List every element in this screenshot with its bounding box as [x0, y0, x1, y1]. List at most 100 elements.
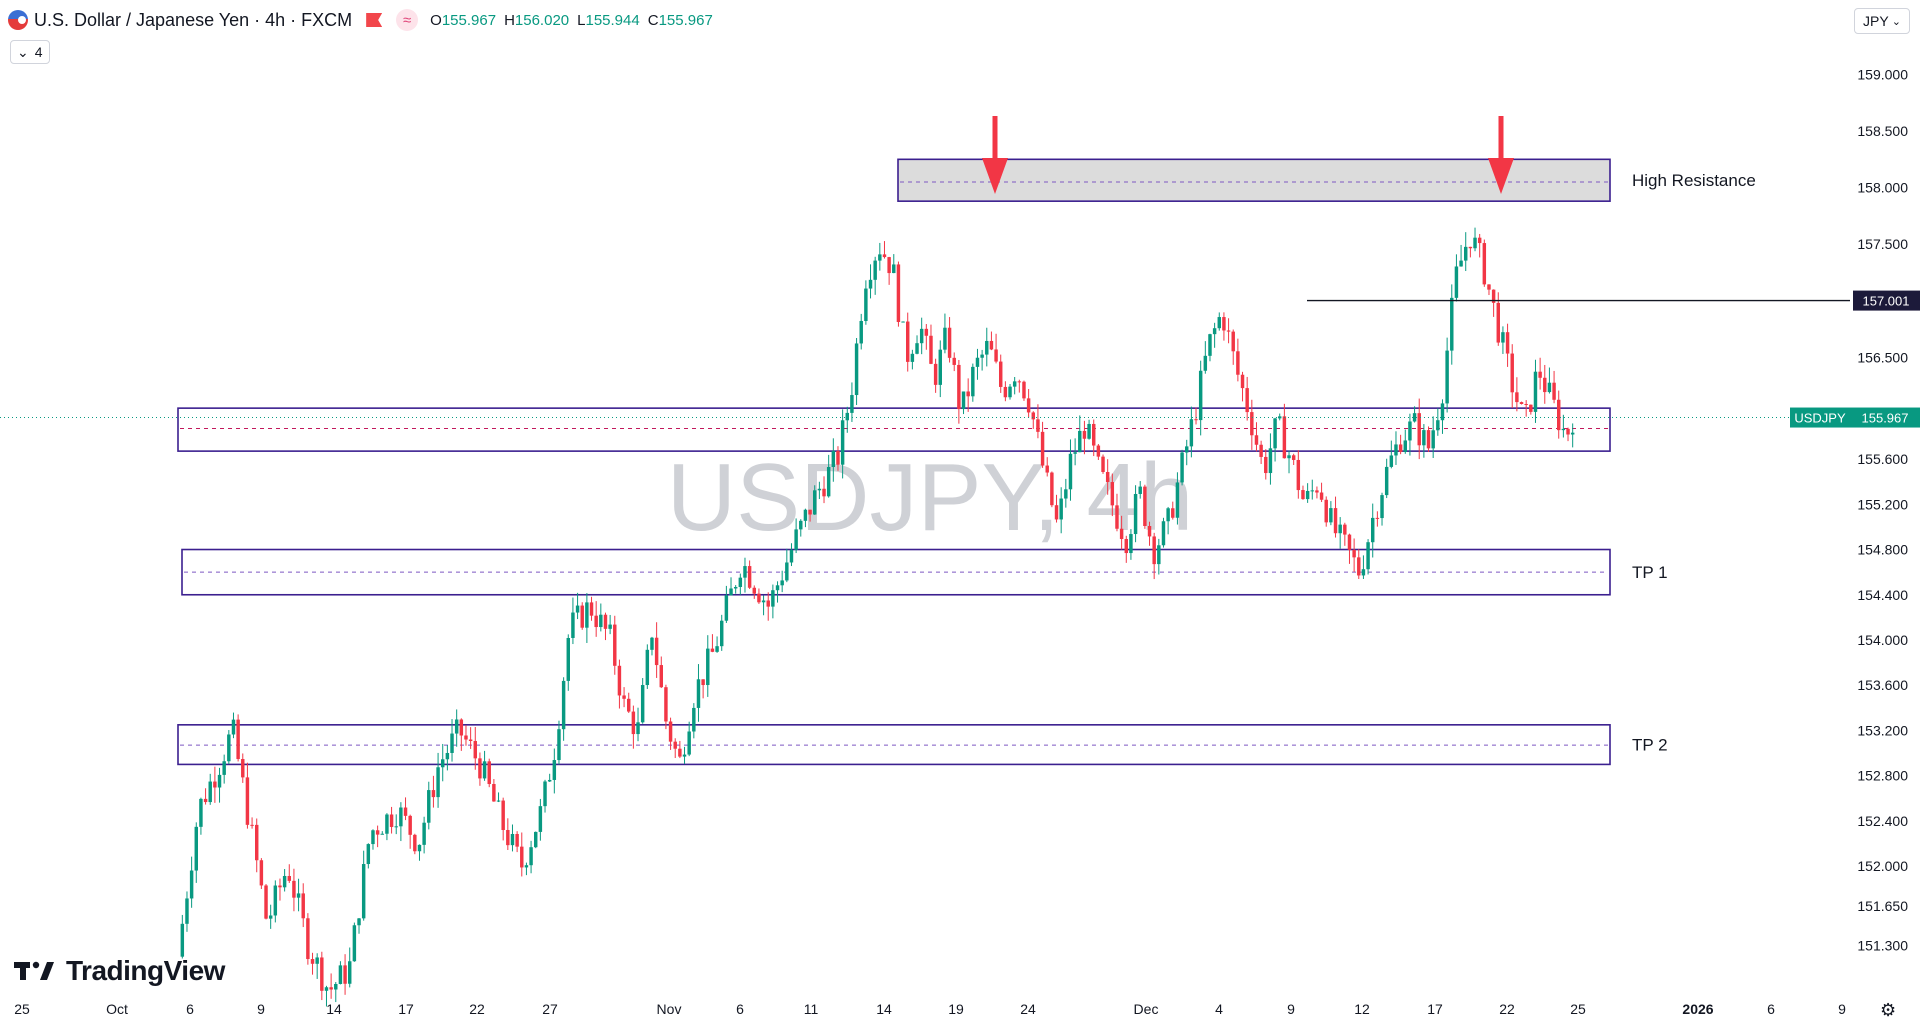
- candle-body: [1366, 542, 1370, 570]
- candle-body: [1482, 243, 1487, 285]
- settings-icon[interactable]: ⚙: [1880, 1000, 1897, 1020]
- currency-select[interactable]: JPY ⌄: [1854, 8, 1910, 34]
- candle-body: [445, 752, 450, 760]
- candle-body: [1110, 482, 1115, 506]
- candle-body: [980, 354, 984, 358]
- down-arrow-icon: [982, 158, 1008, 194]
- candle-body: [989, 340, 994, 350]
- candle-body: [1175, 482, 1180, 518]
- candle-body: [199, 798, 203, 827]
- candle-body: [1115, 505, 1119, 529]
- flag-marker-icon[interactable]: [366, 13, 383, 27]
- candle-body: [1417, 413, 1421, 446]
- candle-body: [1310, 490, 1314, 492]
- candle-body: [1250, 412, 1254, 436]
- candle-body: [208, 781, 212, 803]
- candle-body: [217, 774, 222, 788]
- candle-body: [1161, 521, 1166, 546]
- candle-body: [975, 357, 980, 367]
- candle-body: [273, 885, 278, 916]
- zone-rect[interactable]: [177, 724, 1611, 766]
- candle-body: [241, 759, 245, 778]
- tradingview-logo[interactable]: TradingView: [14, 955, 225, 987]
- candle-body: [1431, 430, 1435, 449]
- chevron-down-icon: ⌄: [17, 43, 29, 60]
- candle-body: [645, 649, 650, 686]
- candle-body: [733, 586, 738, 589]
- candle-body: [971, 366, 975, 397]
- candle-body: [1143, 486, 1147, 527]
- candle-body: [543, 781, 547, 807]
- candle-body: [952, 357, 956, 365]
- candle-body: [571, 612, 575, 638]
- candle-body: [1454, 266, 1459, 298]
- candle-body: [1282, 416, 1287, 459]
- candle-body: [687, 731, 691, 755]
- candle-body: [636, 722, 640, 735]
- candle-body: [1231, 331, 1235, 352]
- candle-body: [250, 824, 254, 826]
- candle-body: [915, 343, 919, 354]
- candle-body: [557, 729, 561, 761]
- y-tick-label: 154.000: [1857, 632, 1908, 648]
- candle-body: [506, 830, 510, 846]
- candle-body: [1152, 536, 1156, 565]
- symbol-title[interactable]: U.S. Dollar / Japanese Yen · 4h · FXCM: [34, 9, 353, 30]
- candle-body: [943, 327, 947, 350]
- candle-body: [375, 830, 380, 835]
- x-tick-label: 22: [469, 1001, 485, 1017]
- candle-body: [496, 800, 501, 802]
- candle-body: [1371, 517, 1375, 543]
- candle-body: [1561, 428, 1566, 431]
- candle-body: [617, 665, 622, 696]
- candle-body: [408, 815, 412, 835]
- candle-body: [1180, 452, 1184, 483]
- candle-body: [868, 279, 873, 289]
- candle-body: [487, 761, 491, 785]
- candle-body: [1217, 317, 1221, 329]
- candle-body: [780, 580, 784, 586]
- x-tick-label: 9: [257, 1001, 265, 1017]
- candle-body: [794, 529, 798, 550]
- candle-body: [529, 847, 533, 866]
- candle-body: [1171, 508, 1175, 518]
- x-tick-label: 12: [1354, 1001, 1370, 1017]
- candle-body: [245, 777, 250, 825]
- zone-rect[interactable]: [181, 548, 1611, 596]
- x-tick-label: Dec: [1134, 1001, 1159, 1017]
- candle-body: [1515, 392, 1519, 403]
- candle-body: [1477, 237, 1482, 244]
- candle-body: [906, 321, 910, 362]
- candle-body: [1394, 444, 1398, 456]
- zone-rect[interactable]: [177, 407, 1611, 452]
- candle-body: [854, 343, 859, 396]
- indicators-toggle[interactable]: ⌄ 4: [10, 40, 50, 64]
- candle-body: [1296, 459, 1301, 491]
- wave-icon[interactable]: ≈: [396, 9, 419, 31]
- candle-body: [785, 562, 789, 581]
- level-price-tag: [1853, 290, 1920, 311]
- candle-body: [1133, 493, 1138, 535]
- candle-body: [808, 509, 812, 515]
- zone-label: TP 1: [1632, 563, 1668, 582]
- y-tick-label: 159.000: [1857, 67, 1908, 83]
- currency-label: JPY: [1863, 13, 1889, 29]
- candle-body: [580, 605, 584, 628]
- candle-body: [678, 748, 682, 757]
- candle-body: [501, 800, 505, 831]
- candle-body: [1026, 398, 1031, 413]
- candle-body: [259, 860, 264, 886]
- candle-body: [692, 707, 696, 732]
- candle-body: [831, 450, 836, 468]
- candle-body: [1319, 492, 1324, 500]
- candle-body: [185, 898, 189, 924]
- candle-body: [1343, 524, 1347, 535]
- x-tick-label: 25: [1570, 1001, 1586, 1017]
- candle-body: [194, 826, 198, 871]
- candle-body: [459, 719, 464, 736]
- candle-body: [1105, 471, 1110, 483]
- candle-body: [180, 923, 185, 957]
- tradingview-logo-icon: [14, 961, 54, 980]
- candle-body: [1124, 539, 1128, 554]
